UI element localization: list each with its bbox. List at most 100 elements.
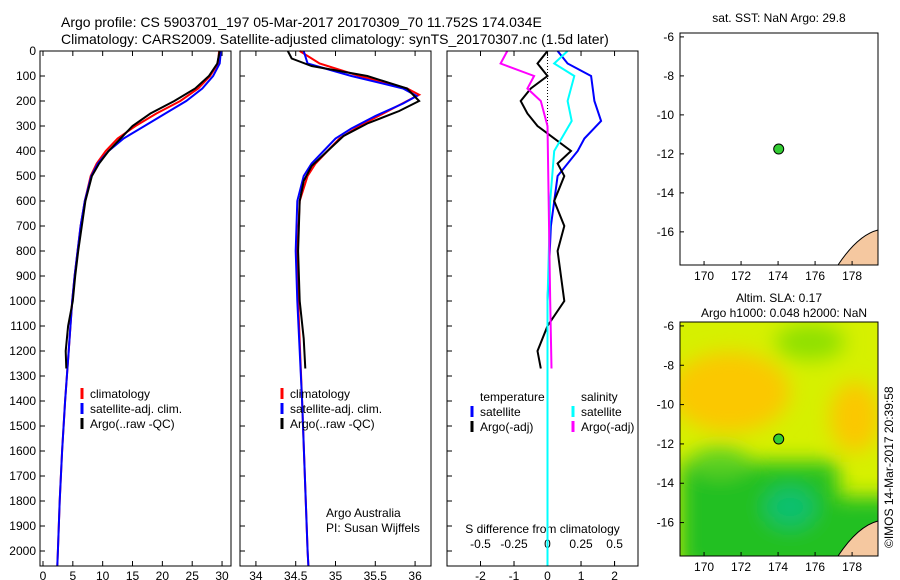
y-tick-label: 300 <box>16 119 36 133</box>
legend-label: Argo(..raw -QC) <box>290 417 375 431</box>
y-tick-label: 1400 <box>9 394 36 408</box>
series-line-t-satellite <box>546 50 603 566</box>
x-tick-label: 36 <box>408 569 422 580</box>
y-tick-label: 1800 <box>9 494 36 508</box>
map-x-tick-label: 174 <box>768 269 788 283</box>
map-y-tick-label: -16 <box>657 516 675 530</box>
y-tick-label: 1900 <box>9 519 36 533</box>
x-tick-label: 34.5 <box>284 569 308 580</box>
y-tick-label: 500 <box>16 169 36 183</box>
x-tick-label: -1 <box>509 569 520 580</box>
series-line-satellite-adj-clim- <box>294 50 419 567</box>
legend-label: satellite-adj. clim. <box>90 402 182 416</box>
map-y-tick-label: -16 <box>657 225 675 239</box>
title-line1: Argo profile: CS 5903701_197 05-Mar-2017… <box>61 14 542 30</box>
series-line-s-argo-adj- <box>499 50 553 369</box>
y-tick-label: 900 <box>16 269 36 283</box>
y-tick-label: 700 <box>16 219 36 233</box>
map-x-tick-label: 172 <box>731 269 751 283</box>
map-title: sat. SST: NaN Argo: 29.8 <box>712 11 846 25</box>
map-subtitle: Argo h1000: 0.048 h2000: NaN <box>701 306 867 320</box>
legend-label: Argo(-adj) <box>581 420 634 434</box>
argo-float-marker <box>773 143 785 155</box>
series-line-t-argo-adj- <box>519 50 573 369</box>
y-tick-label: 1000 <box>9 294 36 308</box>
series-line-argo-raw-qc- <box>286 50 421 369</box>
argo-float-marker <box>773 433 785 445</box>
plot-frame <box>39 50 232 567</box>
x2-tick-label: -0.25 <box>500 537 528 551</box>
x-tick-label: 15 <box>126 569 140 580</box>
map-y-tick-label: -8 <box>663 69 674 83</box>
map-x-tick-label: 170 <box>694 269 714 283</box>
map-x-tick-label: 174 <box>768 560 788 574</box>
x-tick-label: 25 <box>186 569 200 580</box>
legend-label: satellite <box>581 405 622 419</box>
map-y-tick-label: -6 <box>663 30 674 44</box>
series-line-climatology <box>56 50 221 567</box>
map-y-tick-label: -10 <box>657 398 675 412</box>
map-x-tick-label: 172 <box>731 560 751 574</box>
legend-label: satellite <box>480 405 521 419</box>
credit: Argo Australia <box>326 506 401 520</box>
y-tick-label: 600 <box>16 194 36 208</box>
x2-tick-label: -0.5 <box>470 537 491 551</box>
map-x-tick-label: 178 <box>842 269 862 283</box>
title-line2: Climatology: CARS2009. Satellite-adjuste… <box>61 31 609 47</box>
x-tick-label: 20 <box>156 569 170 580</box>
imos-timestamp: ©IMOS 14-Mar-2017 20:39:58 <box>882 386 896 548</box>
x-tick-label: 30 <box>215 569 229 580</box>
map-y-tick-label: -10 <box>657 108 675 122</box>
x-tick-label: 0 <box>40 569 47 580</box>
y-tick-label: 200 <box>16 94 36 108</box>
y-tick-label: 1200 <box>9 344 36 358</box>
y-tick-label: 100 <box>16 69 36 83</box>
map-x-tick-label: 176 <box>805 560 825 574</box>
legend-title: salinity <box>581 390 618 404</box>
map-y-tick-label: -14 <box>657 186 675 200</box>
legend-label: climatology <box>290 387 350 401</box>
legend-label: climatology <box>90 387 150 401</box>
map-y-tick-label: -12 <box>657 147 675 161</box>
map-title: Altim. SLA: 0.17 <box>736 291 822 305</box>
legend-title: temperature <box>480 390 545 404</box>
y-tick-label: 1300 <box>9 369 36 383</box>
map-y-tick-label: -12 <box>657 437 675 451</box>
map-x-tick-label: 178 <box>842 560 862 574</box>
map-x-tick-label: 176 <box>805 269 825 283</box>
y-tick-label: 0 <box>29 44 36 58</box>
x-tick-label: 35.5 <box>364 569 388 580</box>
x2-tick-label: 0.5 <box>606 537 623 551</box>
y-tick-label: 400 <box>16 144 36 158</box>
x2-axis-label: S difference from climatology <box>465 522 620 536</box>
legend-label: Argo(-adj) <box>480 420 533 434</box>
y-tick-label: 2000 <box>9 544 36 558</box>
map-y-tick-label: -14 <box>657 476 675 490</box>
y-tick-label: 800 <box>16 244 36 258</box>
map-y-tick-label: -8 <box>663 358 674 372</box>
map-x-tick-label: 170 <box>694 560 714 574</box>
series-line-s-satellite <box>546 50 576 566</box>
y-tick-label: 1500 <box>9 419 36 433</box>
x-tick-label: 1 <box>578 569 585 580</box>
y-tick-label: 1600 <box>9 444 36 458</box>
series-line-argo-raw-qc- <box>64 50 221 369</box>
legend-label: satellite-adj. clim. <box>290 402 382 416</box>
plot-frame <box>446 50 639 567</box>
x2-tick-label: 0.25 <box>569 537 593 551</box>
map-y-tick-label: -6 <box>663 319 674 333</box>
x-tick-label: 5 <box>69 569 76 580</box>
x-tick-label: 2 <box>611 569 618 580</box>
plot-frame <box>239 50 432 567</box>
x-tick-label: 0 <box>544 569 551 580</box>
island-outline <box>837 229 879 266</box>
pi-name: PI: Susan Wijffels <box>326 521 420 535</box>
x-tick-label: -2 <box>475 569 486 580</box>
y-tick-label: 1700 <box>9 469 36 483</box>
x-tick-label: 10 <box>96 569 110 580</box>
map-frame <box>679 321 879 557</box>
x-tick-label: 34 <box>249 569 263 580</box>
series-line-satellite-adj-clim- <box>56 50 222 567</box>
